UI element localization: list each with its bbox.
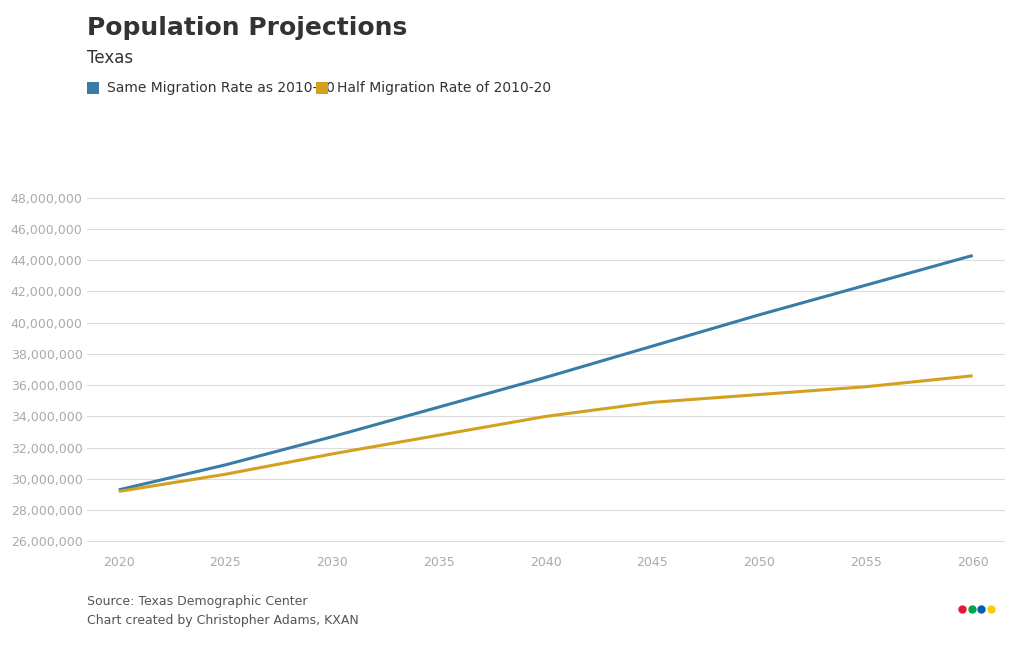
Text: Source: Texas Demographic Center: Source: Texas Demographic Center <box>87 595 307 608</box>
Text: Texas: Texas <box>87 49 132 67</box>
Text: kxan: kxan <box>905 601 957 620</box>
Text: Population Projections: Population Projections <box>87 16 407 40</box>
Text: Chart created by Christopher Adams, KXAN: Chart created by Christopher Adams, KXAN <box>87 614 358 627</box>
Text: Same Migration Rate as 2010-20: Same Migration Rate as 2010-20 <box>107 81 334 95</box>
Text: Half Migration Rate of 2010-20: Half Migration Rate of 2010-20 <box>336 81 550 95</box>
